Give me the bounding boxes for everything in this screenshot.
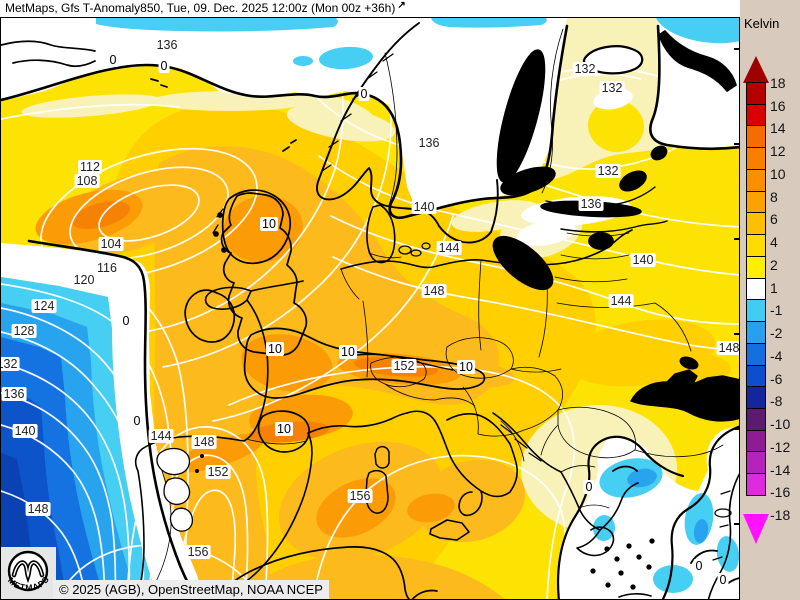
height-contour-label: 148: [716, 341, 740, 355]
height-contour-label: 148: [191, 435, 217, 449]
colorbar-segment: [746, 473, 766, 496]
map-title: MetMaps, Gfs T-Anomaly850, Tue, 09. Dec.…: [5, 1, 396, 15]
metmaps-logo[interactable]: METMAPS: [1, 547, 56, 599]
height-contour-label: 128: [11, 324, 37, 338]
colorbar-tick-label: -12: [770, 438, 791, 455]
colorbar-tick-label: 8: [770, 188, 778, 205]
legend-panel: Kelvin 18 16 14 12 10 8 6 4 2 1 -1 -2 -4 -6 -8 -10 -12 -1…: [740, 0, 800, 600]
anomaly-contour-label: 10: [339, 345, 357, 359]
anomaly-contour-label: 0: [583, 480, 595, 494]
height-contour-label: 148: [25, 502, 51, 516]
height-contour-label: 132: [1, 357, 20, 371]
height-contour-label: 140: [12, 424, 38, 438]
colorbar-tick-label: 12: [770, 143, 786, 160]
anomaly-contour-layer: [1, 24, 739, 599]
attribution-bar[interactable]: © 2025 (AGB), OpenStreetMap, NOAA NCEP: [53, 580, 329, 599]
height-contour-label: 124: [31, 299, 57, 313]
anomaly-contour-label: 0: [693, 559, 705, 573]
height-contour-label: 104: [98, 237, 124, 251]
colorbar-tick-label: -4: [770, 347, 783, 364]
anomaly-contour-label: 10: [260, 217, 278, 231]
height-contour-label: 132: [599, 81, 625, 95]
colorbar-labels: 18 16 14 12 10 8 6 4 2 1 -1 -2 -4 -6 -8 -10 -12 -14 -16 -18: [740, 0, 800, 600]
anomaly-contour-label: 0: [107, 53, 119, 67]
height-contour-label: 120: [71, 273, 97, 287]
height-contour-label: 156: [185, 545, 211, 559]
colorbar-tick-label: 2: [770, 256, 778, 273]
attribution-text: © 2025 (AGB), OpenStreetMap, NOAA NCEP: [59, 582, 323, 597]
height-contour-label: 108: [74, 174, 100, 188]
height-contour-label: 152: [205, 465, 231, 479]
anomaly-contour-label: 10: [275, 422, 293, 436]
title-bar: MetMaps, Gfs T-Anomaly850, Tue, 09. Dec.…: [0, 0, 740, 17]
anomaly-contour-label: 10: [266, 342, 284, 356]
colorbar-tick-label: 4: [770, 234, 778, 251]
colorbar-tick-label: -16: [770, 484, 791, 501]
colorbar-tick-label: -2: [770, 325, 783, 342]
external-link-arrow-icon[interactable]: ↗: [397, 0, 406, 11]
colorbar-arrow-up: [743, 56, 769, 83]
colorbar-tick-label: 6: [770, 211, 778, 228]
colorbar-tick-label: 18: [770, 75, 786, 91]
height-contour-label: 144: [436, 241, 462, 255]
metmaps-logo-icon: METMAPS: [6, 550, 50, 593]
anomaly-contour-label: 0: [158, 59, 170, 73]
colorbar-tick-label: 10: [770, 165, 786, 182]
height-contour-label: 144: [148, 429, 174, 443]
anomaly-contour-label: 10: [457, 360, 475, 374]
height-contour-label: 140: [630, 253, 656, 267]
colorbar-tick-label: 1: [770, 279, 778, 296]
colorbar-tick-label: -6: [770, 370, 783, 387]
colorbar-tick-label: -8: [770, 393, 783, 410]
height-contour-label: 148: [421, 284, 447, 298]
height-contour-label: 144: [608, 294, 634, 308]
height-contour-label: 132: [572, 62, 598, 76]
colorbar-tick-label: -1: [770, 302, 783, 319]
anomaly-contour-label: 0: [717, 573, 729, 587]
legend-unit-label: Kelvin: [744, 16, 780, 31]
anomaly-contour-label: 0: [358, 87, 370, 101]
colorbar-tick-label: 14: [770, 120, 786, 137]
colorbar-arrow-down: [743, 514, 769, 544]
contour-label-layer: 1361321321121081041161201241281321361401…: [1, 18, 740, 599]
colorbar-tick-label: -10: [770, 416, 791, 433]
height-contour-label: 116: [95, 261, 119, 275]
height-contour-label: 132: [595, 164, 621, 178]
colorbar: [746, 82, 766, 496]
height-contour-label: 136: [154, 38, 180, 52]
colorbar-tick-label: 16: [770, 97, 786, 114]
colorbar-tick-label: -18: [770, 507, 791, 524]
colorbar-tick-label: -14: [770, 461, 791, 478]
anomaly-contour-label: 0: [120, 314, 132, 328]
height-contour-label: 136: [1, 387, 27, 401]
height-contour-label: 136: [416, 136, 442, 150]
height-contour-label: 112: [78, 160, 102, 174]
anomaly-contour-label: 0: [131, 414, 143, 428]
height-contour-label: 136: [578, 197, 604, 211]
map-frame-ticks: [734, 48, 739, 525]
height-contour-label: 140: [411, 200, 437, 214]
weather-map[interactable]: 1361321321121081041161201241281321361401…: [0, 17, 740, 600]
height-contour-label: 152: [391, 359, 417, 373]
height-contour-label: 156: [347, 489, 373, 503]
